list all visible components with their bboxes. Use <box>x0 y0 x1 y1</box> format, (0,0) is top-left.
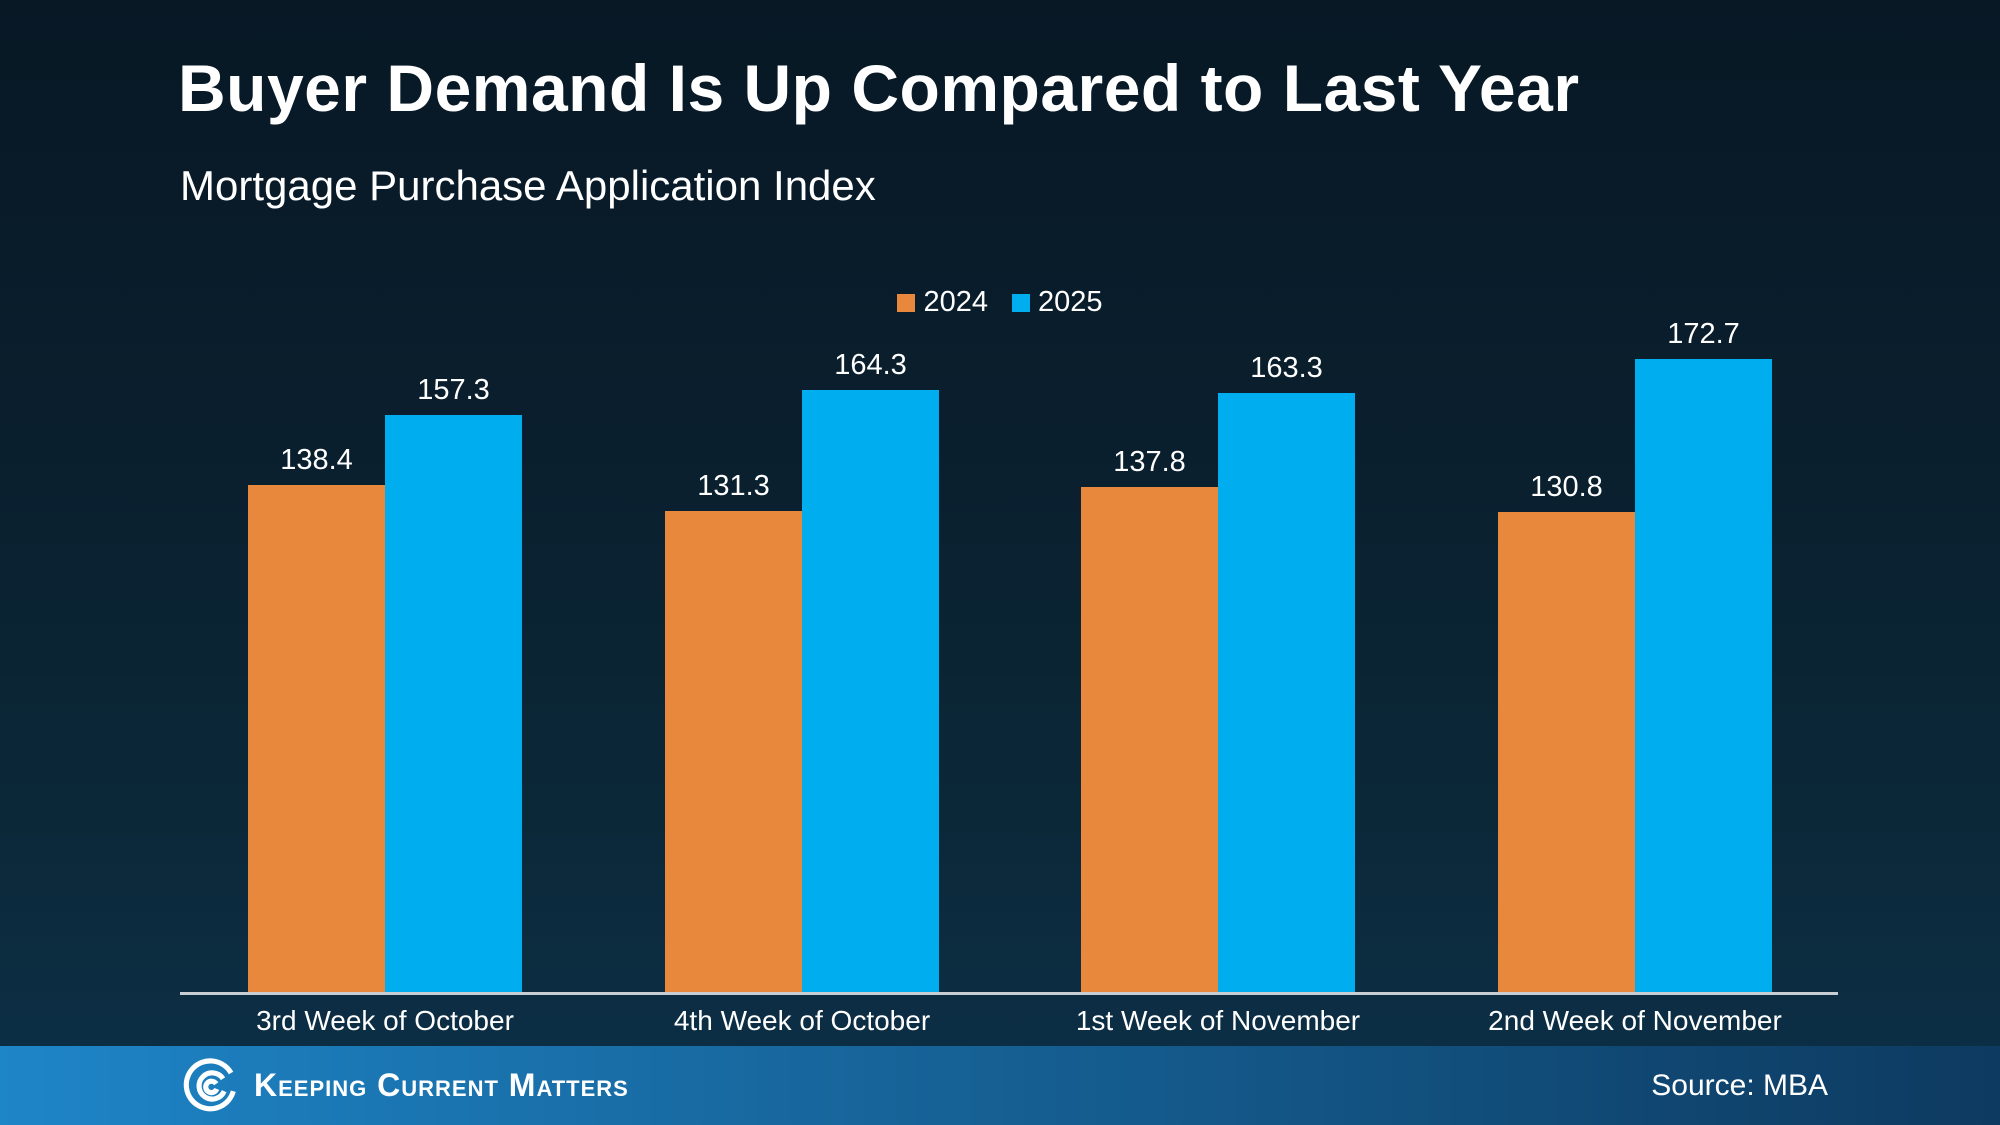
page-subtitle: Mortgage Purchase Application Index <box>180 162 876 209</box>
bar-group: 130.8 172.7 <box>1498 277 1772 992</box>
bar-value-label: 131.3 <box>697 470 770 502</box>
bar-value-label: 137.8 <box>1113 446 1186 478</box>
category-label: 3rd Week of October <box>256 1005 514 1036</box>
chart-legend: 2024 2025 <box>0 288 2000 317</box>
bar-2024 <box>1498 512 1635 992</box>
kcm-swirl-icon <box>183 1058 236 1112</box>
bar-group: 131.3 164.3 <box>665 277 939 992</box>
legend-item-2024: 2024 <box>897 288 988 317</box>
legend-label-2025: 2025 <box>1038 286 1103 318</box>
legend-swatch-2024-icon <box>897 293 916 312</box>
footer-brand-text: Keeping Current Matters <box>254 1067 629 1103</box>
bar-value-label: 172.7 <box>1667 318 1740 350</box>
legend-swatch-2025-icon <box>1012 293 1030 312</box>
bar-2025 <box>1218 393 1355 992</box>
bar-chart: 3rd Week of October 138.4 157.3 4th Week of… <box>180 277 1838 1036</box>
footer-bar: Keeping Current Matters Source: MBA <box>0 1046 2000 1125</box>
bar-2025 <box>1635 359 1772 992</box>
x-axis-line <box>180 992 1838 995</box>
category-label: 1st Week of November <box>1075 1005 1361 1036</box>
bar-value-label: 130.8 <box>1530 471 1603 503</box>
bar-2024 <box>1081 487 1218 992</box>
category-label: 2nd Week of November <box>1488 1005 1782 1036</box>
bar-value-label: 163.3 <box>1250 352 1323 384</box>
bar-2025 <box>385 415 522 992</box>
bar-group: 138.4 157.3 <box>248 277 522 992</box>
bar-2024 <box>248 485 385 992</box>
category-label: 4th Week of October <box>673 1005 931 1036</box>
bar-2024 <box>665 511 802 992</box>
bar-value-label: 157.3 <box>417 374 490 406</box>
legend-label-2024: 2024 <box>923 286 988 318</box>
bar-value-label: 138.4 <box>280 444 353 476</box>
bar-2025 <box>802 390 939 992</box>
footer-source-text: Source: MBA <box>1651 1068 1828 1102</box>
page-title: Buyer Demand Is Up Compared to Last Year <box>178 51 1580 125</box>
bar-group: 137.8 163.3 <box>1081 277 1355 992</box>
bar-value-label: 164.3 <box>834 349 907 381</box>
legend-item-2025: 2025 <box>1012 288 1103 317</box>
